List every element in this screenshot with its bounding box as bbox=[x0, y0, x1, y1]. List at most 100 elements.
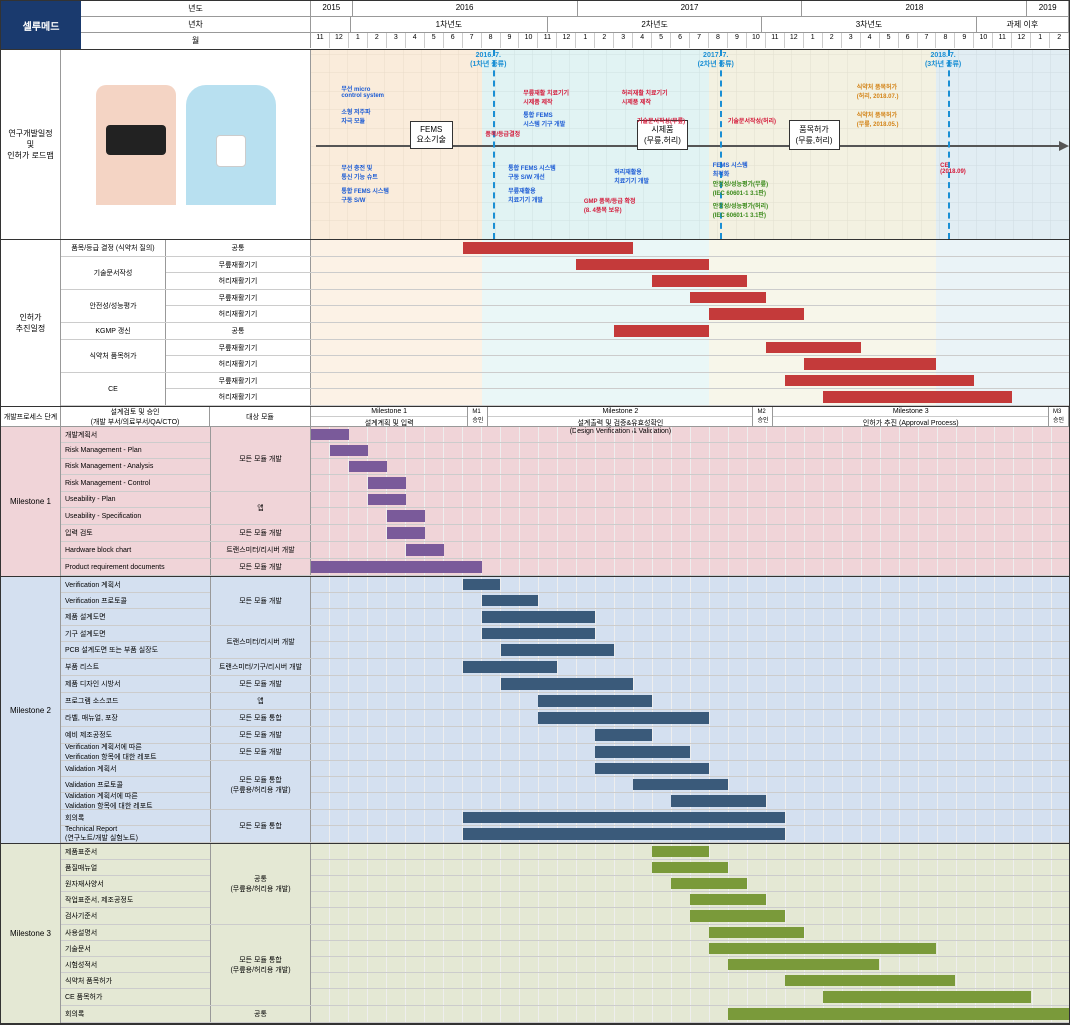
year-cell: 2017 bbox=[578, 1, 803, 16]
month-cell: 12 bbox=[557, 33, 576, 48]
milestone-module: 공통 (무릎용/허리용 개발) bbox=[211, 844, 311, 924]
gantt-bar bbox=[823, 991, 1031, 1003]
milestone-task: Useability - Specification bbox=[61, 508, 210, 524]
milestone-module: 트랜스미터/리시버 개발 bbox=[211, 542, 311, 558]
month-cell: 8 bbox=[482, 33, 501, 48]
milestone-task: 입력 검토 bbox=[61, 525, 210, 541]
milestone-module: 앱 bbox=[211, 693, 311, 709]
gantt-bar bbox=[709, 927, 804, 938]
roadmap-annotation: 무릎재활 치료기기 시제품 제작 bbox=[523, 88, 569, 106]
milestone-task: Verification 계획서에 따른 Verification 항목에 대한… bbox=[61, 744, 210, 760]
milestone-col-header: Milestone 2 bbox=[488, 407, 752, 417]
milestone-task: 개발계획서 bbox=[61, 427, 210, 443]
milestone-approval: M3 승인 bbox=[1049, 407, 1069, 426]
month-cell: 10 bbox=[747, 33, 766, 48]
month-cell: 8 bbox=[936, 33, 955, 48]
approval-category: 기술문서작성 bbox=[61, 257, 166, 289]
gantt-bar bbox=[709, 943, 936, 954]
approval-category: 안전성/성능평가 bbox=[61, 290, 166, 322]
approval-subcategory: 무릎재활기기 bbox=[166, 340, 311, 355]
month-cell: 6 bbox=[444, 33, 463, 48]
back-product-icon bbox=[186, 85, 276, 205]
period-cell: 2차년도 bbox=[548, 17, 762, 32]
gantt-bar bbox=[671, 878, 747, 889]
milestone-task: 예비 제조공정도 bbox=[61, 727, 210, 743]
milestone-module: 모든 모듈 개발 bbox=[211, 525, 311, 541]
roadmap-annotation: 통합 FEMS 시스템 구동 S/W bbox=[341, 186, 389, 204]
milestone-task: 시험성적서 bbox=[61, 957, 210, 973]
approval-subcategory: 허리재활기기 bbox=[166, 389, 311, 405]
milestone-task: 제품 설계도면 bbox=[61, 609, 210, 625]
month-cell: 10 bbox=[519, 33, 538, 48]
milestone-col-header: Milestone 3 bbox=[773, 407, 1048, 417]
gantt-bar bbox=[463, 812, 785, 823]
gantt-bar bbox=[501, 678, 634, 690]
milestone-task: 검사기준서 bbox=[61, 908, 210, 924]
month-cell: 6 bbox=[899, 33, 918, 48]
roadmap-annotation: FEMS 시스템 최적화 bbox=[713, 160, 748, 178]
milestone-task: 사용설명서 bbox=[61, 925, 210, 941]
roadmap-annotation: GMP 품목/등급 확정 (8. 4품목 보유) bbox=[584, 196, 636, 214]
roadmap-section: 연구개발일정 및 인허가 로드맵 2016. 7.(1차년 종류)2017. 7… bbox=[1, 50, 1069, 240]
approval-category: 품목/등급 결정 (식약처 질의) bbox=[61, 240, 166, 256]
milestone-task: Risk Management - Plan bbox=[61, 443, 210, 459]
milestone-task: 제품 디자인 시방서 bbox=[61, 676, 210, 692]
milestone-task: 프로그램 소스코드 bbox=[61, 693, 210, 709]
month-cell: 11 bbox=[311, 33, 330, 48]
milestone-task: Useability - Plan bbox=[61, 492, 210, 508]
approval-row: 허리재활기기 bbox=[166, 306, 1069, 322]
approval-category: KGMP 갱신 bbox=[61, 323, 166, 339]
month-cell: 4 bbox=[861, 33, 880, 48]
milestone-approval: M2 승인 bbox=[753, 407, 773, 426]
milestone-task: Validation 계획서에 따른 Validation 항목에 대한 레포트 bbox=[61, 793, 210, 809]
month-cell: 1 bbox=[576, 33, 595, 48]
gantt-bar bbox=[595, 729, 652, 741]
gantt-chart-container: 셀루메드 년도 20152016201720182019 년차 1차년도2차년도… bbox=[0, 0, 1070, 1025]
month-cell: 2 bbox=[595, 33, 614, 48]
milestone-task: 원자재사양서 bbox=[61, 876, 210, 892]
period-cell: 과제 이후 bbox=[977, 17, 1069, 32]
month-cell: 12 bbox=[785, 33, 804, 48]
approval-schedule-label: 인허가 추진일정 bbox=[1, 240, 61, 406]
approval-row: 허리재활기기 bbox=[166, 273, 1069, 289]
month-cell: 3 bbox=[387, 33, 406, 48]
milestone-task: 부품 리스트 bbox=[61, 659, 210, 675]
gantt-bar bbox=[652, 846, 709, 857]
ms-module-label: 대상 모듈 bbox=[210, 407, 310, 426]
roadmap-annotation: CE (2018.09) bbox=[940, 163, 966, 175]
roadmap-product-images bbox=[61, 50, 311, 239]
approval-row: 공통 bbox=[166, 240, 1069, 256]
roadmap-annotation: 소형 저주파 자극 모듈 bbox=[341, 107, 370, 125]
gantt-bar bbox=[368, 477, 406, 489]
milestone-task: Verification 프로토콜 bbox=[61, 593, 210, 609]
milestone-module: 모든 모듈 통합 (무릎용/허리용 개발) bbox=[211, 925, 311, 1005]
gantt-bar bbox=[368, 494, 406, 505]
gantt-bar bbox=[463, 828, 785, 840]
roadmap-annotation: 안정성/성능평가(허리) (IEC 60601-1 3.1판) bbox=[713, 201, 768, 219]
milestone-header: 개발프로세스 단계 설계검토 및 승인 (개발 부서/의료부서/QA/CTO) … bbox=[1, 407, 1069, 427]
milestone-task: 기구 설계도면 bbox=[61, 626, 210, 642]
milestone-task: PCB 설계도면 또는 부품 실장도 bbox=[61, 642, 210, 658]
year-cell: 2015 bbox=[311, 1, 353, 16]
approval-row: 허리재활기기 bbox=[166, 389, 1069, 405]
year-cell: 2016 bbox=[353, 1, 578, 16]
milestone1-section: Milestone 1개발계획서Risk Management - PlanRi… bbox=[1, 427, 1069, 577]
phase-marker: 2018. 7.(3차년 종류) bbox=[925, 52, 961, 69]
gantt-bar bbox=[595, 746, 690, 758]
milestone-task: Technical Report (연구노트/개발 실험노트) bbox=[61, 826, 210, 842]
month-cell: 6 bbox=[671, 33, 690, 48]
approval-subcategory: 공통 bbox=[166, 323, 311, 339]
gantt-bar bbox=[387, 510, 425, 522]
month-cell: 11 bbox=[538, 33, 557, 48]
gantt-bar bbox=[406, 544, 444, 556]
approval-subcategory: 허리재활기기 bbox=[166, 273, 311, 289]
roadmap-annotation: 무선 충전 및 통신 기능 슈트 bbox=[341, 163, 377, 181]
approval-subcategory: 허리재활기기 bbox=[166, 356, 311, 372]
month-cell: 10 bbox=[974, 33, 993, 48]
month-cell: 7 bbox=[463, 33, 482, 48]
gantt-bar bbox=[671, 795, 766, 807]
month-cell: 1 bbox=[349, 33, 368, 48]
milestone-module: 트랜스미터/기구/리시버 개발 bbox=[211, 659, 311, 675]
month-cell: 5 bbox=[425, 33, 444, 48]
milestone-module: 모든 모듈 통합 bbox=[211, 810, 311, 842]
